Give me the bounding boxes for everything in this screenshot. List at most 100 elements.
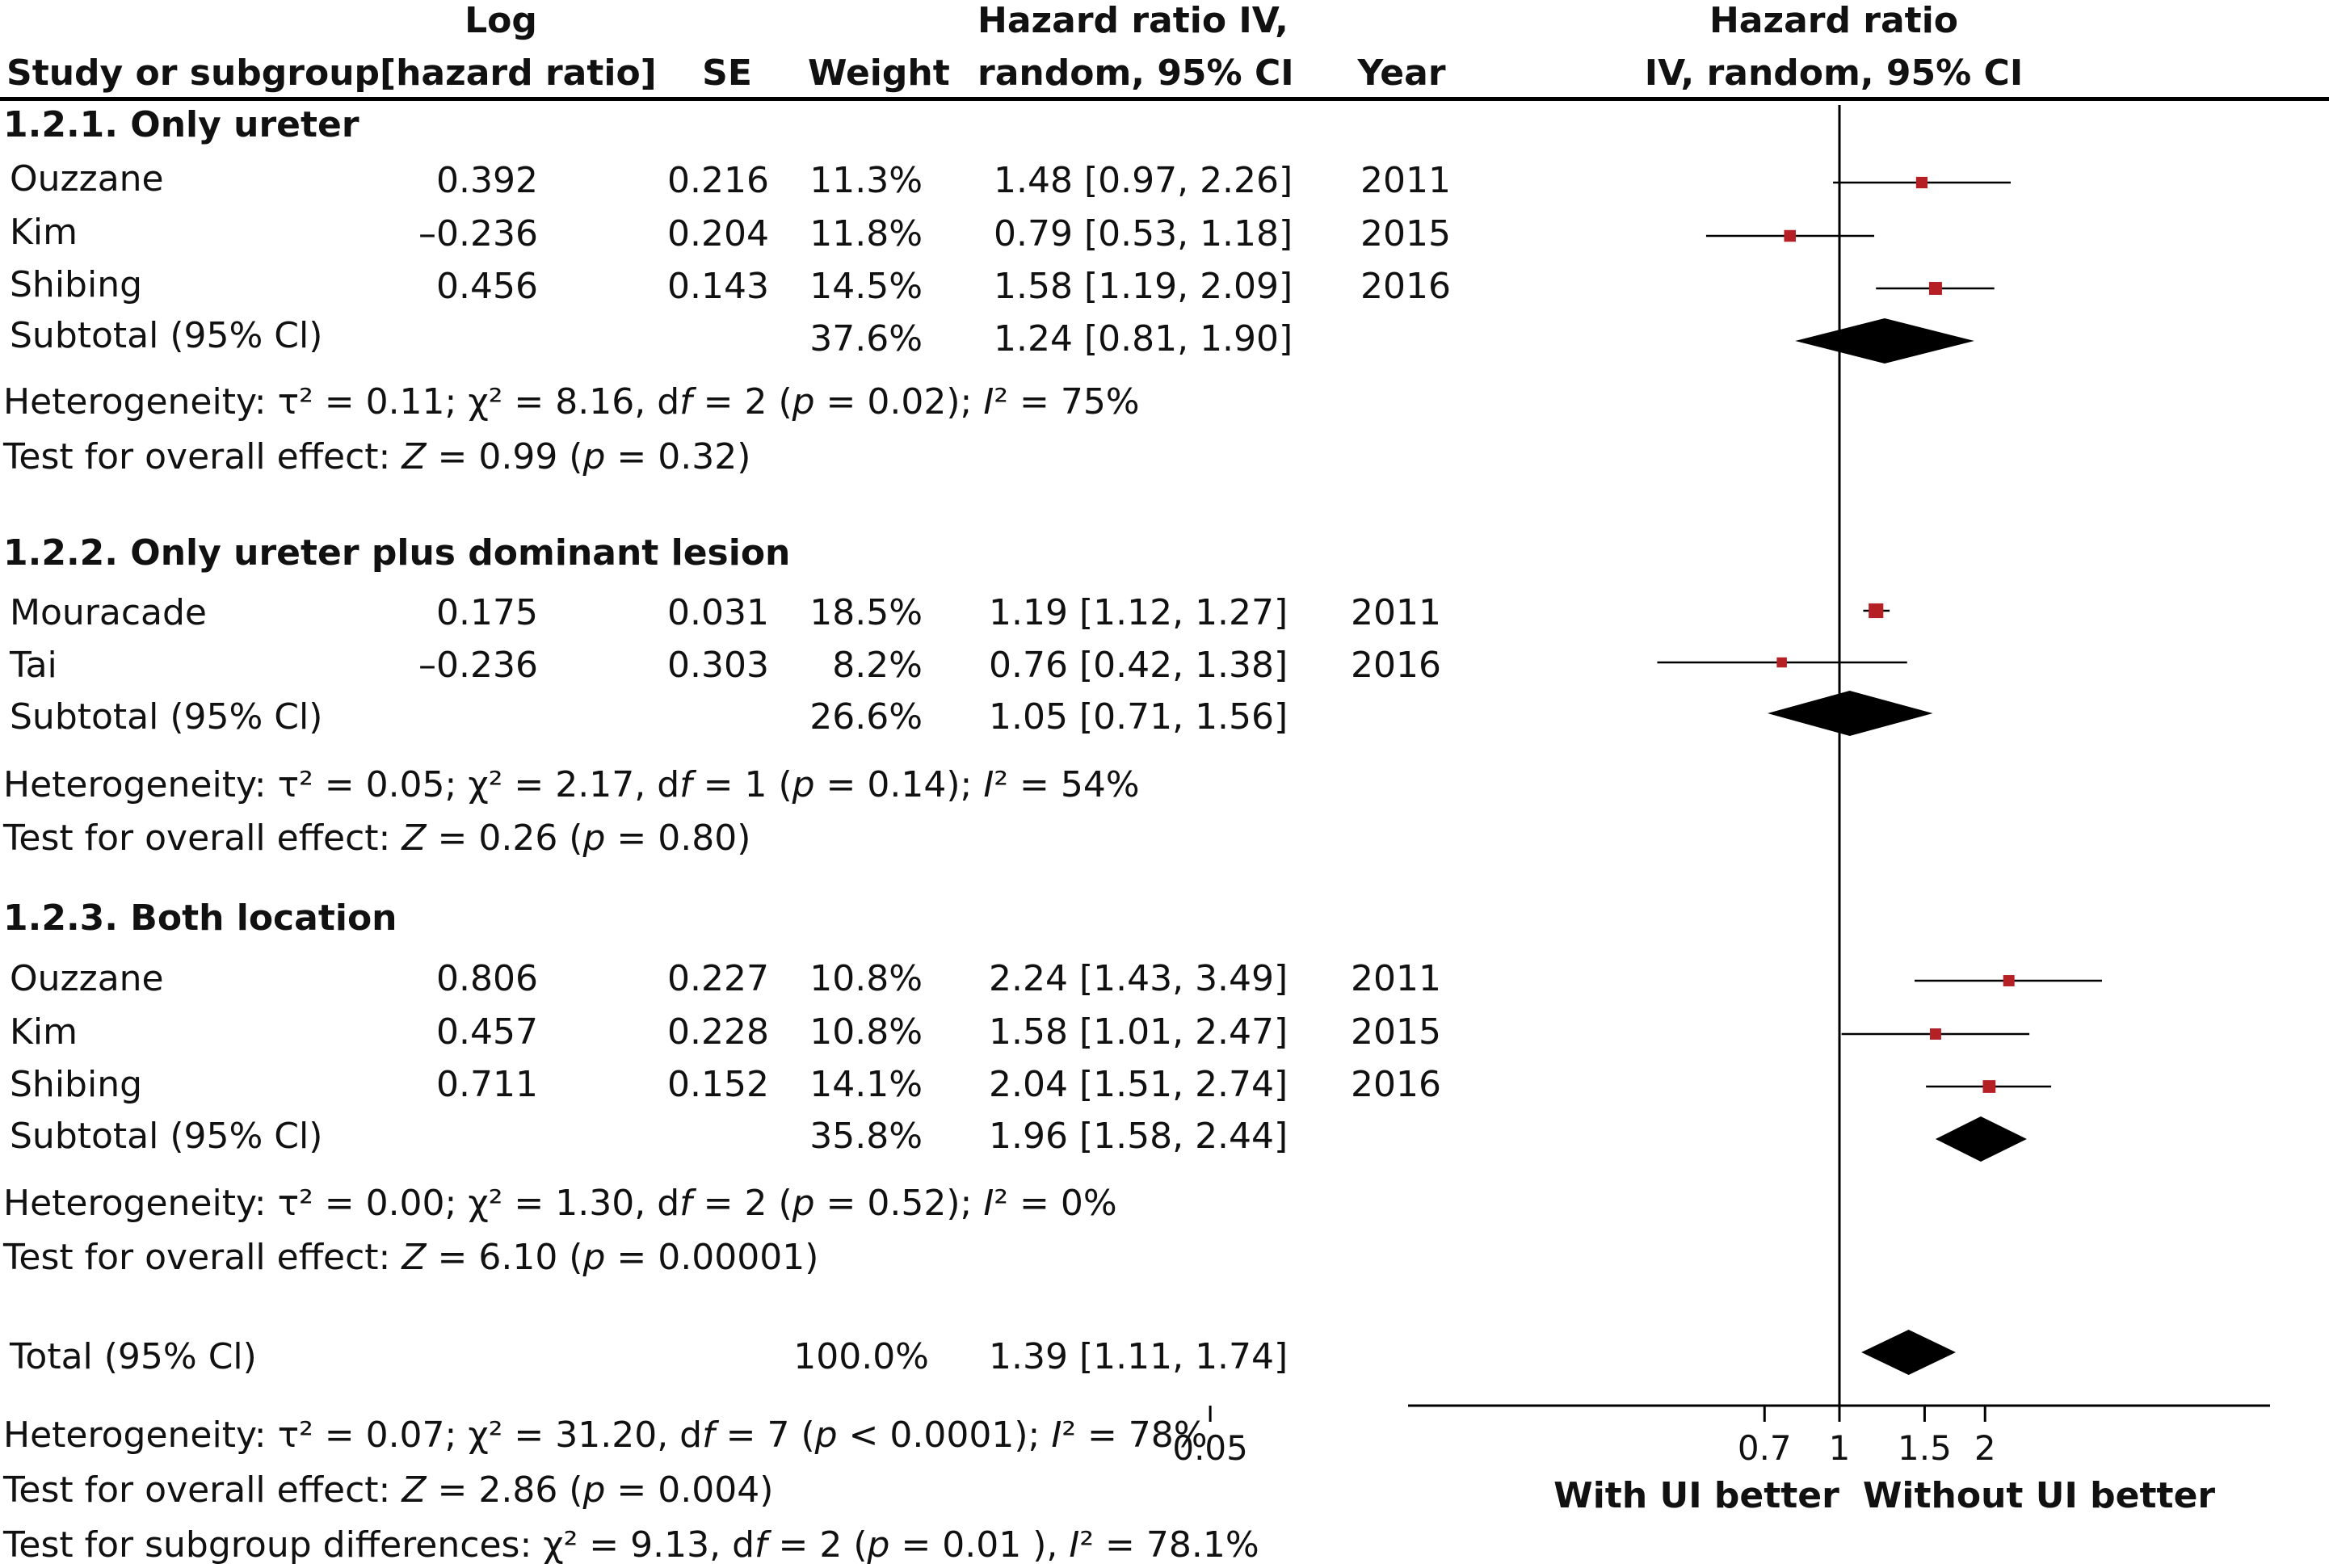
x-tick-label: 0.7 (1738, 1428, 1792, 1468)
header-year: Year (1357, 53, 1446, 94)
x-tick-label: 1 (1829, 1428, 1851, 1468)
year: 2011 (1360, 160, 1451, 201)
study-name: Ouzzane (10, 158, 164, 200)
study-name: Mouracade (10, 592, 207, 633)
weight: 8.2% (832, 645, 923, 686)
subtotal-diamond (1795, 318, 1974, 364)
log-hr: 0.392 (436, 160, 538, 201)
study-marker (1929, 1028, 1941, 1040)
subtotal-label: Subtotal (95% Cl) (10, 315, 323, 356)
x-tick-label: 1.5 (1898, 1428, 1952, 1468)
header-log-top: Log (465, 0, 537, 41)
overall-effect-text: Test for overall effect: Z = 0.26 (p = 0… (3, 818, 751, 859)
total-hr-ci: 1.39 [1.11, 1.74] (989, 1336, 1289, 1377)
subtotal-weight: 26.6% (809, 696, 923, 738)
subgroup-title: 1.2.3. Both location (3, 898, 397, 939)
year: 2015 (1351, 1011, 1441, 1053)
header-study: Study or subgroup (6, 53, 380, 94)
header-plot-bottom: IV, random, 95% CI (1644, 53, 2024, 94)
log-hr: –0.236 (418, 645, 538, 686)
hr-ci: 0.79 [0.53, 1.18] (994, 213, 1293, 254)
year: 2015 (1360, 213, 1451, 254)
se: 0.216 (667, 160, 769, 201)
se: 0.152 (667, 1064, 769, 1105)
study-marker (1784, 229, 1796, 242)
subtotal-diamond (1767, 691, 1933, 736)
year: 2016 (1351, 1064, 1441, 1105)
hr-ci: 2.04 [1.51, 2.74] (989, 1064, 1289, 1105)
header-rule (0, 97, 2329, 101)
log-hr: 0.457 (436, 1011, 538, 1053)
year: 2016 (1360, 266, 1451, 307)
subtotal-weight: 37.6% (809, 318, 923, 359)
study-marker (1869, 603, 1884, 619)
weight: 14.5% (809, 266, 923, 307)
subtotal-weight: 35.8% (809, 1116, 923, 1157)
subgroup-title: 1.2.1. Only ureter (3, 104, 359, 145)
log-hr: 0.806 (436, 958, 538, 999)
header-log-bottom: [hazard ratio] (380, 53, 657, 94)
log-hr: –0.236 (418, 213, 538, 254)
header-weight: Weight (808, 53, 950, 94)
heterogeneity-text: Heterogeneity: τ² = 0.00; χ² = 1.30, df … (3, 1183, 1117, 1224)
log-hr: 0.711 (436, 1064, 538, 1105)
study-marker (1982, 1080, 1996, 1093)
study-marker (1915, 176, 1928, 189)
x-tick-label: 0.05 (1172, 1428, 1248, 1468)
study-marker (2003, 975, 2015, 986)
log-hr: 0.456 (436, 266, 538, 307)
weight: 10.8% (809, 958, 923, 999)
study-name: Kim (10, 212, 78, 253)
se: 0.204 (667, 213, 769, 254)
hr-ci: 1.58 [1.01, 2.47] (989, 1011, 1289, 1053)
hr-ci: 0.76 [0.42, 1.38] (989, 645, 1289, 686)
study-name: Ouzzane (10, 958, 164, 999)
weight: 14.1% (809, 1064, 923, 1105)
weight: 11.8% (809, 213, 923, 254)
log-hr: 0.175 (436, 592, 538, 633)
weight: 10.8% (809, 1011, 923, 1053)
study-name: Shibing (10, 264, 143, 305)
hr-ci: 1.48 [0.97, 2.26] (994, 160, 1293, 201)
hr-ci: 1.58 [1.19, 2.09] (994, 266, 1293, 307)
total-heterogeneity-text: Heterogeneity: τ² = 0.07; χ² = 31.20, df… (3, 1415, 1208, 1456)
subtotal-hr-ci: 1.24 [0.81, 1.90] (994, 318, 1293, 359)
axis-left-label: With UI better (1553, 1475, 1839, 1516)
total-label: Total (95% Cl) (10, 1336, 257, 1377)
overall-effect-text: Test for overall effect: Z = 6.10 (p = 0… (3, 1237, 819, 1278)
study-name: Tai (10, 645, 57, 686)
overall-effect-text: Test for overall effect: Z = 0.99 (p = 0… (3, 436, 751, 477)
weight: 18.5% (809, 592, 923, 633)
year: 2016 (1351, 645, 1441, 686)
hr-ci: 1.19 [1.12, 1.27] (989, 592, 1289, 633)
subtotal-label: Subtotal (95% Cl) (10, 696, 323, 738)
subgroup-differences-text: Test for subgroup differences: χ² = 9.13… (3, 1524, 1259, 1566)
se: 0.143 (667, 266, 769, 307)
hr-ci: 2.24 [1.43, 3.49] (989, 958, 1289, 999)
heterogeneity-text: Heterogeneity: τ² = 0.11; χ² = 8.16, df … (3, 381, 1140, 422)
total-weight: 100.0% (793, 1336, 929, 1377)
se: 0.227 (667, 958, 769, 999)
header-hr-top: Hazard ratio IV, (977, 0, 1289, 41)
se: 0.303 (667, 645, 769, 686)
header-hr-bottom: random, 95% CI (977, 53, 1294, 94)
subtotal-label: Subtotal (95% Cl) (10, 1116, 323, 1157)
heterogeneity-text: Heterogeneity: τ² = 0.05; χ² = 2.17, df … (3, 764, 1140, 805)
subtotal-diamond (1935, 1116, 2027, 1162)
year: 2011 (1351, 592, 1441, 633)
se: 0.031 (667, 592, 769, 633)
study-name: Kim (10, 1011, 78, 1053)
study-marker (1928, 282, 1942, 295)
header-se: SE (702, 53, 752, 94)
header-plot-top: Hazard ratio (1709, 0, 1959, 41)
total-diamond (1861, 1330, 1957, 1375)
se: 0.228 (667, 1011, 769, 1053)
study-marker (1776, 657, 1787, 668)
weight: 11.3% (809, 160, 923, 201)
subgroup-title: 1.2.2. Only ureter plus dominant lesion (3, 532, 791, 574)
axis-right-label: Without UI better (1863, 1475, 2216, 1516)
study-name: Shibing (10, 1064, 143, 1105)
total-overall-effect-text: Test for overall effect: Z = 2.86 (p = 0… (3, 1469, 774, 1511)
year: 2011 (1351, 958, 1441, 999)
